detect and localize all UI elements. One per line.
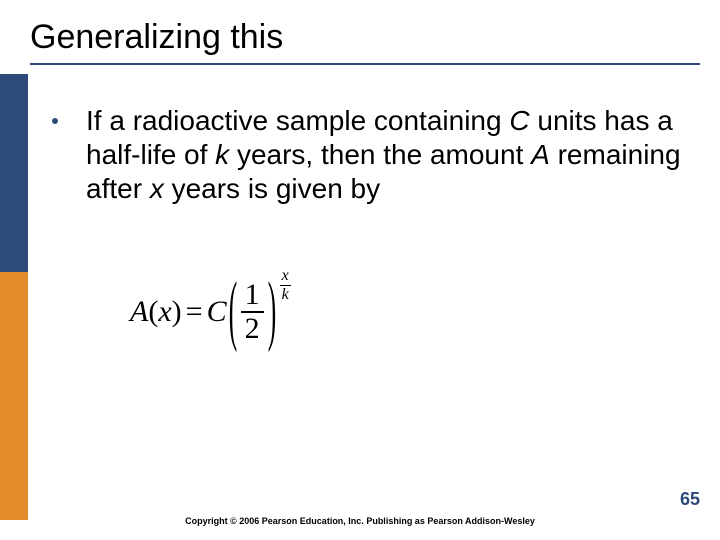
italic-var: C <box>509 105 529 136</box>
base-fraction: 1 2 <box>241 280 264 344</box>
text-run: years, then the amount <box>229 139 531 170</box>
italic-var: A <box>531 139 550 170</box>
italic-var: x <box>150 173 164 204</box>
exp-den: k <box>280 287 291 303</box>
italic-var: k <box>215 139 229 170</box>
copyright-text: Copyright © 2006 Pearson Education, Inc.… <box>0 516 720 526</box>
content-area: If a radioactive sample containing C uni… <box>52 104 696 206</box>
formula: A(x) = C ( 1 2 ) x k <box>130 280 291 344</box>
big-lparen: ( <box>228 268 237 356</box>
base-num: 1 <box>241 280 264 310</box>
bullet-text: If a radioactive sample containing C uni… <box>86 104 696 206</box>
exp-num: x <box>280 268 291 284</box>
title-bar: Generalizing this <box>30 18 700 65</box>
stripe-orange <box>0 272 28 520</box>
stripe-navy <box>0 74 28 272</box>
big-rparen: ) <box>267 268 276 356</box>
slide-title: Generalizing this <box>30 18 700 57</box>
text-run: If a radioactive sample containing <box>86 105 509 136</box>
formula-coef: C <box>207 295 227 329</box>
bullet-icon <box>52 118 58 124</box>
base-den: 2 <box>241 314 264 344</box>
formula-lhs: A(x) <box>130 295 182 329</box>
text-run: years is given by <box>164 173 380 204</box>
formula-arg: x <box>158 295 171 329</box>
bullet-item: If a radioactive sample containing C uni… <box>52 104 696 206</box>
slide: Generalizing this If a radioactive sampl… <box>0 0 720 540</box>
side-stripe <box>0 74 28 520</box>
lparen: ( <box>148 295 158 329</box>
formula-func: A <box>130 295 148 329</box>
exponent-fraction: x k <box>280 268 291 303</box>
page-number: 65 <box>680 489 700 510</box>
equals: = <box>186 295 203 329</box>
rparen: ) <box>172 295 182 329</box>
